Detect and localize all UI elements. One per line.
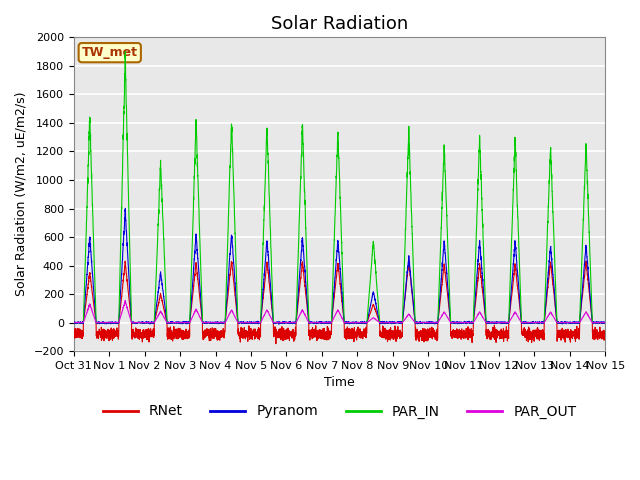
X-axis label: Time: Time (324, 376, 355, 389)
Pyranom (70, 319, 77, 325)
Pyranom (275, 321, 283, 327)
RNet (405, 257, 413, 263)
Pyranom (513, 266, 521, 272)
RNet (556, 334, 563, 340)
PAR_OUT (513, 312, 521, 318)
Pyranom (541, 311, 548, 316)
Line: PAR_IN: PAR_IN (74, 52, 640, 323)
Line: Pyranom: Pyranom (74, 208, 640, 324)
PAR_OUT (188, 316, 195, 322)
PAR_IN (70, 320, 77, 325)
PAR_IN (541, 302, 548, 308)
Pyranom (409, 297, 417, 303)
RNet (188, 305, 195, 311)
PAR_OUT (70, 320, 77, 325)
RNet (541, 312, 548, 318)
PAR_IN (122, 49, 129, 55)
Text: TW_met: TW_met (82, 46, 138, 59)
RNet (272, 341, 280, 347)
PAR_OUT (637, 320, 640, 325)
Line: PAR_OUT: PAR_OUT (74, 300, 640, 323)
PAR_OUT (409, 317, 417, 323)
PAR_IN (188, 262, 195, 268)
RNet (70, 330, 77, 336)
Pyranom (122, 205, 129, 211)
RNet (409, 299, 417, 304)
Line: RNet: RNet (74, 260, 640, 344)
PAR_OUT (541, 319, 548, 324)
PAR_IN (556, 320, 563, 325)
PAR_IN (379, 320, 387, 325)
Pyranom (637, 319, 640, 325)
PAR_IN (637, 320, 640, 325)
PAR_OUT (122, 298, 129, 303)
RNet (637, 334, 640, 339)
Pyranom (379, 321, 387, 326)
PAR_IN (409, 251, 417, 257)
Pyranom (188, 295, 195, 300)
PAR_OUT (379, 320, 387, 325)
RNet (379, 329, 387, 335)
Title: Solar Radiation: Solar Radiation (271, 15, 408, 33)
Legend: RNet, Pyranom, PAR_IN, PAR_OUT: RNet, Pyranom, PAR_IN, PAR_OUT (97, 399, 582, 424)
PAR_OUT (556, 320, 563, 325)
PAR_IN (513, 193, 521, 199)
Y-axis label: Solar Radiation (W/m2, uE/m2/s): Solar Radiation (W/m2, uE/m2/s) (15, 92, 28, 297)
Pyranom (556, 320, 563, 326)
RNet (513, 281, 521, 287)
